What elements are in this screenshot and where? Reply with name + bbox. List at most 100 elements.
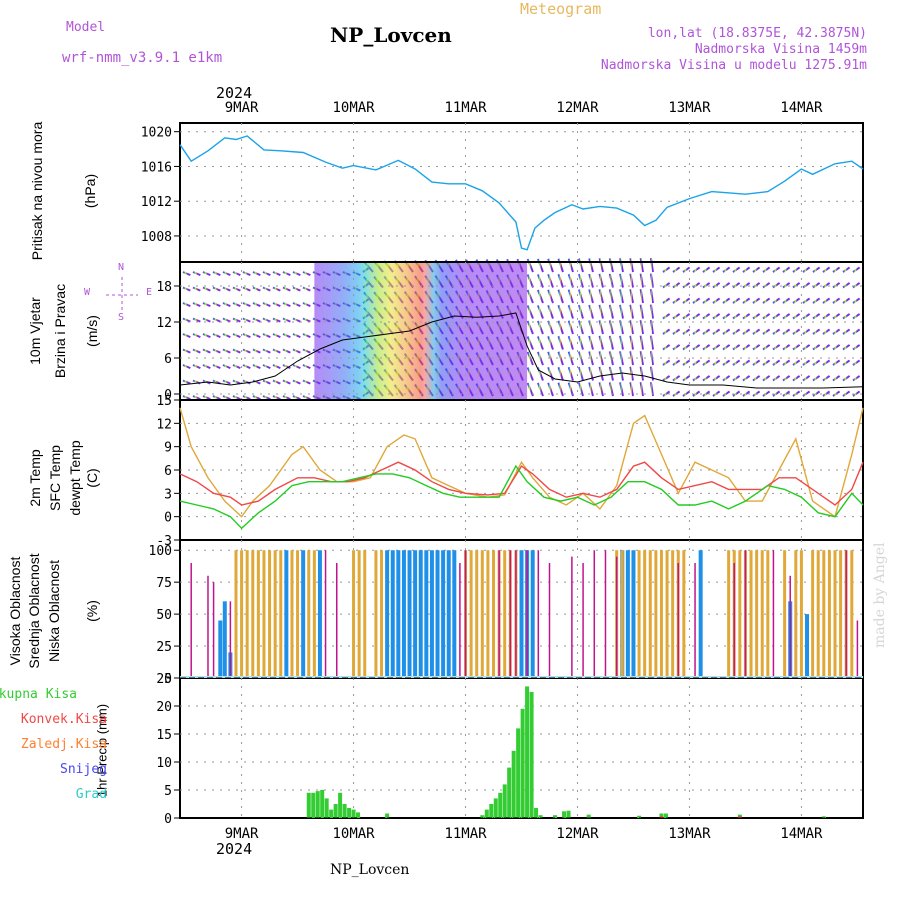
wind-arrow xyxy=(649,289,654,304)
low-cloud-bar xyxy=(190,563,192,678)
total-precip-bar xyxy=(562,811,567,818)
wind-arrow xyxy=(712,344,721,351)
wind-arrow xyxy=(832,282,841,289)
total-precip-bar xyxy=(516,728,521,818)
wind-arrow xyxy=(588,382,594,397)
wind-arrow xyxy=(242,302,251,308)
y-tick-label: 1020 xyxy=(141,126,172,141)
wind-arrow xyxy=(526,367,534,381)
wind-arrow xyxy=(192,364,201,370)
wind-arrow xyxy=(692,375,701,382)
wind-arrow xyxy=(772,266,781,273)
wind-arrow xyxy=(732,328,741,335)
wind-arrow xyxy=(182,348,191,354)
wind-arrow xyxy=(842,266,851,273)
wind-arrow xyxy=(212,364,221,370)
wind-arrow xyxy=(852,344,861,351)
wind-arrow xyxy=(588,273,594,288)
mid-cloud-bar xyxy=(268,550,272,678)
mid-cloud-bar xyxy=(811,550,815,678)
wind-arrow xyxy=(202,317,211,323)
wind-arrow xyxy=(608,366,614,381)
wind-arrow xyxy=(802,297,811,304)
wind-arrow xyxy=(292,348,301,354)
wind-arrow xyxy=(722,390,731,397)
low-cloud-bar xyxy=(571,556,573,678)
wind-arrow xyxy=(598,366,604,381)
wind-title-1: 10m Vjetar xyxy=(27,297,43,365)
total-precip-bar xyxy=(315,791,320,818)
wind-arrow xyxy=(822,328,831,335)
wind-arrow xyxy=(802,344,811,351)
wind-arrow xyxy=(242,348,251,354)
wind-arrow xyxy=(578,273,584,288)
wind-arrow xyxy=(682,390,691,397)
wind-arrow xyxy=(812,328,821,335)
wind-arrow xyxy=(692,328,701,335)
wind-arrow xyxy=(662,328,671,335)
high-cloud-bar xyxy=(530,550,535,678)
wind-arrow xyxy=(792,359,801,366)
precip-legend-conv: Konvek.Kisa xyxy=(20,712,107,727)
coords-label: lon,lat (18.8375E, 42.3875N) xyxy=(647,26,867,41)
total-precip-bar xyxy=(637,815,642,818)
wind-arrow xyxy=(722,359,731,366)
wind-arrow xyxy=(222,395,231,401)
low-cloud-bar xyxy=(459,563,461,678)
wind-arrow xyxy=(242,317,251,323)
wind-arrow xyxy=(272,379,281,385)
wind-arrow xyxy=(608,258,614,273)
wind-arrow xyxy=(252,348,261,354)
wind-arrow xyxy=(812,359,821,366)
pressure-line xyxy=(179,135,864,251)
wind-arrow xyxy=(782,313,791,320)
wind-unit: (m/s) xyxy=(84,315,100,347)
wind-arrow xyxy=(752,328,761,335)
mid-cloud-bar xyxy=(822,550,826,678)
wind-arrow xyxy=(302,333,311,339)
x-tick-label-bottom: 13MAR xyxy=(668,826,711,842)
wind-arrow xyxy=(192,348,201,354)
wind-arrow xyxy=(232,271,241,277)
wind-arrow xyxy=(578,289,584,304)
wind-arrow xyxy=(598,289,604,304)
wind-arrow xyxy=(662,266,671,273)
wind-arrow xyxy=(702,390,711,397)
wind-arrow xyxy=(192,302,201,308)
x-tick-label-top: 13MAR xyxy=(668,100,711,116)
wind-arrow xyxy=(272,395,281,401)
wind-arrow xyxy=(782,266,791,273)
wind-arrow xyxy=(252,379,261,385)
total-precip-bar xyxy=(311,792,316,818)
y-tick-label: 0 xyxy=(164,812,172,827)
wind-arrow xyxy=(608,273,614,288)
wind-arrow xyxy=(242,395,251,401)
wind-arrow xyxy=(302,317,311,323)
wind-arrow xyxy=(639,335,644,350)
wind-arrow xyxy=(608,304,614,319)
y-tick-label: 0 xyxy=(164,672,172,687)
mid-cloud-bar xyxy=(307,550,311,678)
pressure-title: Pritisak na nivou mora xyxy=(29,121,45,261)
wind-arrow xyxy=(852,282,861,289)
mid-cloud-bar xyxy=(290,550,294,678)
total-precip-bar xyxy=(520,708,525,818)
mid-cloud-bar xyxy=(671,550,675,678)
wind-strong-area xyxy=(314,262,528,400)
high-cloud-bar xyxy=(698,550,703,678)
total-precip-bar xyxy=(553,815,558,818)
wind-arrow xyxy=(649,335,654,350)
wind-arrow xyxy=(272,286,281,292)
wind-arrow xyxy=(672,359,681,366)
wind-arrow xyxy=(672,375,681,382)
wind-arrow xyxy=(567,351,574,366)
low-cloud-bar xyxy=(677,563,680,678)
wind-arrow xyxy=(242,271,251,277)
wind-legend-north: N xyxy=(118,262,125,273)
low-cloud-bar xyxy=(856,620,859,678)
wind-arrow xyxy=(222,379,231,385)
y-tick-label: -3 xyxy=(156,534,172,549)
wind-arrow xyxy=(526,258,534,273)
wind-arrow xyxy=(792,266,801,273)
mid-cloud-bar xyxy=(469,550,473,678)
